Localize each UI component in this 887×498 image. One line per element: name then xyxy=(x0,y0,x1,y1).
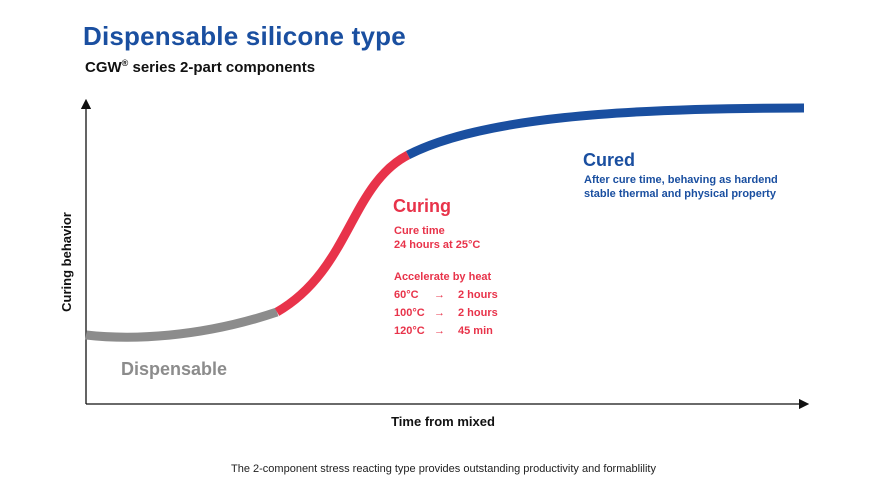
heat-row-3-temp: 120°C xyxy=(394,325,425,337)
footer-caption: The 2-component stress reacting type pro… xyxy=(231,463,656,475)
subtitle-rest: series 2-part components xyxy=(128,59,316,76)
x-axis-title: Time from mixed xyxy=(391,414,495,429)
phase-label-cured: Cured xyxy=(583,150,635,170)
curing-note-cure-time: Cure time xyxy=(394,225,445,237)
subtitle-brand: CGW xyxy=(85,59,122,76)
cured-note-line-1: After cure time, behaving as hardend xyxy=(584,174,778,186)
curve-cured xyxy=(405,103,805,160)
curing-note-accelerate: Accelerate by heat xyxy=(394,271,492,283)
heat-row-1-arrow: → xyxy=(434,289,445,301)
phase-label-curing: Curing xyxy=(393,196,451,216)
heat-row-3-arrow: → xyxy=(434,325,445,337)
registered-mark: ® xyxy=(121,58,129,68)
y-axis-title: Curing behavior xyxy=(59,212,74,312)
curve-curing xyxy=(274,151,411,316)
cured-note-line-2: stable thermal and physical property xyxy=(584,188,777,200)
curing-note-cure-duration: 24 hours at 25°C xyxy=(394,239,480,251)
heat-row-2-arrow: → xyxy=(434,307,445,319)
heat-row-2-temp: 100°C xyxy=(394,307,425,319)
heat-row-1-time: 2 hours xyxy=(458,289,498,301)
heat-row-1-temp: 60°C xyxy=(394,289,419,301)
curve-dispensable xyxy=(85,307,279,342)
chart-subtitle: CGW® series 2-part components xyxy=(85,58,315,76)
phase-label-dispensable: Dispensable xyxy=(121,359,227,379)
chart-title: Dispensable silicone type xyxy=(83,21,406,51)
heat-row-3-time: 45 min xyxy=(458,325,493,337)
heat-row-2-time: 2 hours xyxy=(458,307,498,319)
